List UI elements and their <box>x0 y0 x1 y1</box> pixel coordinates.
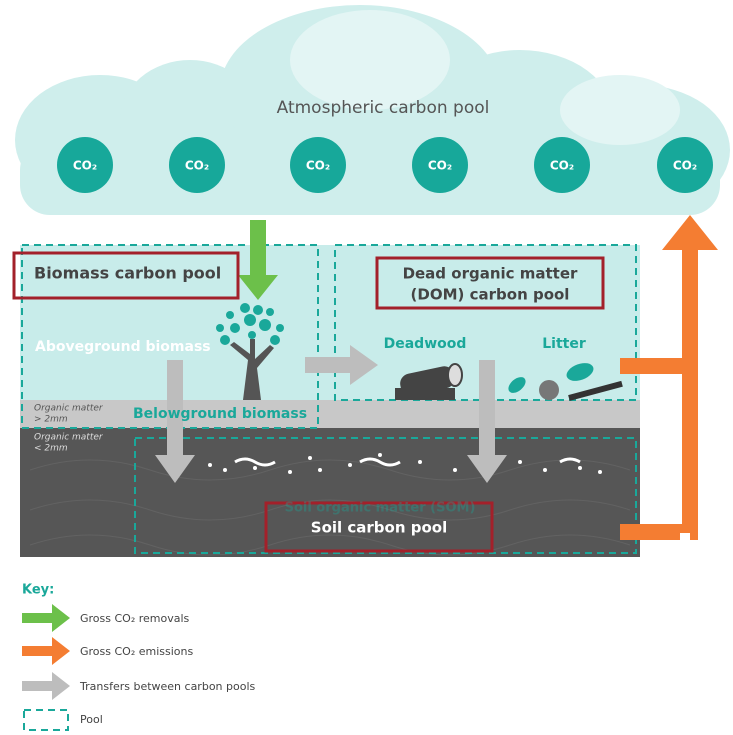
tree-icon <box>216 303 284 400</box>
dom-title: Dead organic matter <box>403 265 578 283</box>
soil-area <box>20 428 640 557</box>
aboveground-label: Aboveground biomass <box>35 339 211 355</box>
soil-texture <box>29 459 631 556</box>
litter-label: Litter <box>542 336 586 352</box>
key-emission-icon <box>22 637 70 665</box>
coarse-layer-label: > 2mm <box>34 415 68 425</box>
highlight-boxes <box>12 251 605 553</box>
co2-molecules: CO₂ CO₂ CO₂ CO₂ CO₂ CO₂ <box>57 137 713 193</box>
coarse-layer-label: Organic matter <box>34 404 104 414</box>
coarse-layer <box>20 400 640 428</box>
deadwood-icon <box>395 363 463 400</box>
belowground-label: Belowground biomass <box>133 406 307 422</box>
key-removal-icon <box>22 604 70 632</box>
co2-circle <box>412 137 468 193</box>
co2-label: CO₂ <box>185 159 209 173</box>
key-label: Gross CO₂ emissions <box>80 645 193 658</box>
key-pool-icon <box>23 709 69 731</box>
key-title: Key: <box>22 583 54 598</box>
co2-circle <box>169 137 225 193</box>
removal-arrow <box>238 220 278 300</box>
litter-icon <box>508 363 623 401</box>
key-label: Transfers between carbon pools <box>79 680 256 693</box>
soil-particles <box>208 453 602 474</box>
co2-circle <box>657 137 713 193</box>
fine-layer-label: Organic matter <box>34 433 104 443</box>
co2-label: CO₂ <box>73 159 97 173</box>
transfer-arrows <box>155 345 507 483</box>
co2-label: CO₂ <box>306 159 330 173</box>
co2-label: CO₂ <box>673 159 697 173</box>
co2-label: CO₂ <box>550 159 574 173</box>
co2-circle <box>57 137 113 193</box>
atmosphere-title: Atmospheric carbon pool <box>277 98 490 118</box>
deadwood-label: Deadwood <box>384 336 467 352</box>
biomass-area <box>20 245 640 400</box>
emission-arrows <box>620 215 718 540</box>
biomass-title: Biomass carbon pool <box>34 264 221 283</box>
fine-layer-label: < 2mm <box>34 444 68 454</box>
co2-label: CO₂ <box>428 159 452 173</box>
key-transfer-icon <box>22 672 70 700</box>
som-label: Soil organic matter (SOM) <box>285 501 476 516</box>
co2-circle <box>534 137 590 193</box>
soil-title: Soil carbon pool <box>311 519 447 537</box>
key-label: Gross CO₂ removals <box>80 612 190 625</box>
dom-title: (DOM) carbon pool <box>411 286 570 304</box>
key-label: Pool <box>80 713 103 726</box>
co2-circle <box>290 137 346 193</box>
cloud-highlight <box>290 10 680 145</box>
